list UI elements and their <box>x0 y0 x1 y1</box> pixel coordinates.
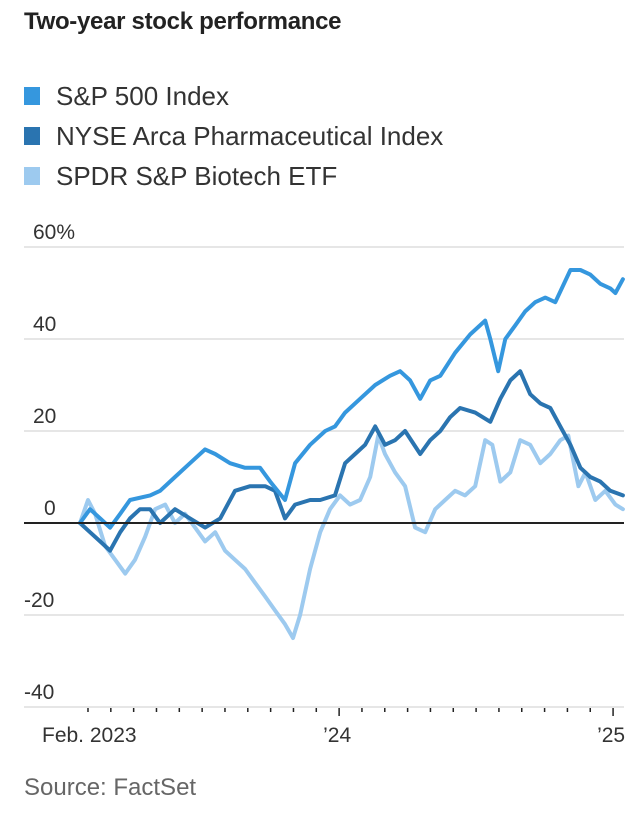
y-tick-label-60: 60% <box>33 221 75 244</box>
y-tick-label--20: -20 <box>24 589 54 612</box>
x-tick-label-1: ’24 <box>323 724 351 747</box>
y-tick-label-20: 20 <box>33 405 56 428</box>
source-note: Source: FactSet <box>24 774 197 801</box>
legend-swatch-sp500 <box>24 87 40 105</box>
legend-label-spdr-biotech: SPDR S&P Biotech ETF <box>56 160 338 191</box>
chart-title: Two-year stock performance <box>24 8 342 35</box>
series-line-s-p-500-index <box>78 268 625 530</box>
legend-item-sp500: S&P 500 Index <box>24 76 443 116</box>
x-tick-label-2: ’25 <box>597 724 625 747</box>
y-tick-label--40: -40 <box>24 681 54 704</box>
legend-label-nyse-pharma: NYSE Arca Pharmaceutical Index <box>56 120 444 151</box>
legend-label-sp500: S&P 500 Index <box>56 80 229 111</box>
chart-legend: S&P 500 Index NYSE Arca Pharmaceutical I… <box>24 76 443 196</box>
legend-swatch-spdr-biotech <box>24 167 40 185</box>
legend-item-spdr-biotech: SPDR S&P Biotech ETF <box>24 156 443 196</box>
legend-item-nyse-pharma: NYSE Arca Pharmaceutical Index <box>24 116 443 156</box>
y-tick-label-0: 0 <box>44 497 56 520</box>
x-tick-label-0: Feb. 2023 <box>42 724 137 747</box>
series-line-spdr-s-p-biotech-etf <box>78 433 625 640</box>
y-tick-label-40: 40 <box>33 313 56 336</box>
legend-swatch-nyse-pharma <box>24 127 40 145</box>
